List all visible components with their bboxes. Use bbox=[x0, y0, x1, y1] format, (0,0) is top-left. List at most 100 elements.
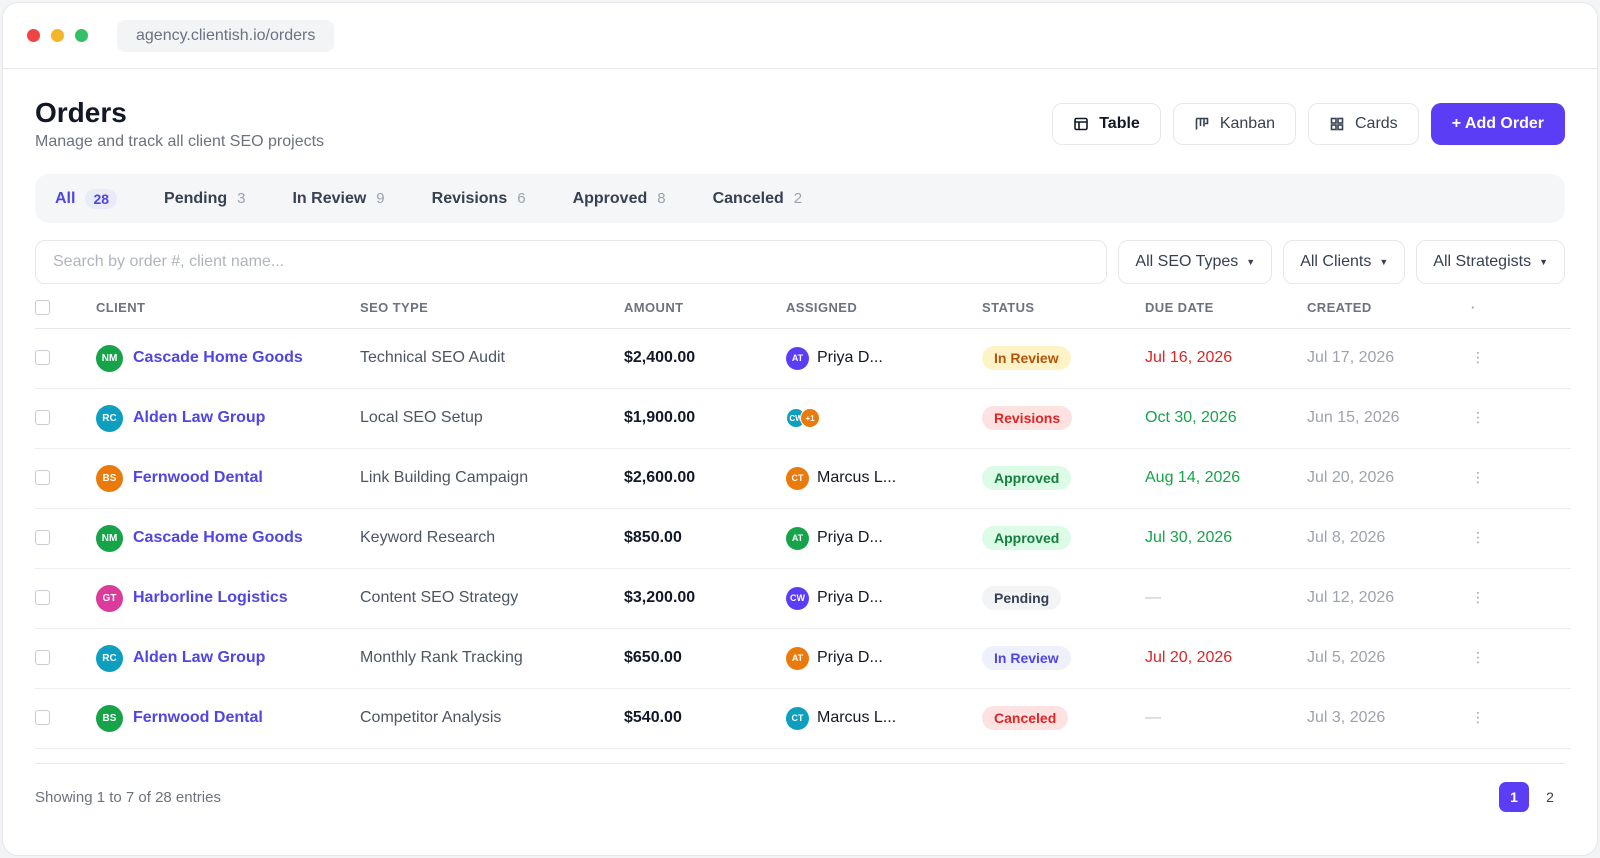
tab-approved[interactable]: Approved 8 bbox=[573, 190, 666, 208]
row-actions-cell: ⋮ bbox=[1471, 448, 1571, 509]
more-vertical-icon[interactable]: ⋮ bbox=[1471, 589, 1485, 605]
client-avatar: RC bbox=[96, 404, 123, 432]
client-link[interactable]: Fernwood Dental bbox=[133, 709, 263, 726]
page-button-1[interactable]: 1 bbox=[1499, 782, 1529, 812]
strategist-filter-label: All Strategists bbox=[1433, 253, 1532, 270]
tab-label: All bbox=[55, 189, 76, 207]
address-bar[interactable]: agency.clientish.io/orders bbox=[117, 19, 335, 52]
status-badge: In Review bbox=[982, 646, 1071, 670]
column-header-status[interactable]: STATUS bbox=[982, 287, 1145, 329]
more-vertical-icon[interactable]: ⋮ bbox=[1471, 649, 1485, 665]
table-row[interactable]: BS Fernwood Dental Competitor Analysis $5… bbox=[35, 688, 1571, 749]
client-link[interactable]: Harborline Logistics bbox=[133, 589, 288, 606]
filter-bar: All SEO Types ▼ All Clients ▼ All Strate… bbox=[35, 240, 1565, 284]
column-header-created[interactable]: CREATED bbox=[1307, 287, 1471, 329]
more-vertical-icon[interactable]: ⋮ bbox=[1471, 709, 1485, 725]
add-order-button[interactable]: + Add Order bbox=[1430, 103, 1565, 145]
due-date-cell: — bbox=[1145, 568, 1307, 629]
client-link[interactable]: Alden Law Group bbox=[133, 409, 266, 426]
table-row[interactable]: BS Fernwood Dental Link Building Campaign… bbox=[35, 448, 1571, 509]
due-date-cell: Jul 20, 2026 bbox=[1145, 628, 1307, 689]
row-checkbox[interactable] bbox=[35, 350, 50, 366]
assigned-cell: CW +1 bbox=[786, 388, 982, 449]
status-badge: Approved bbox=[982, 526, 1072, 550]
minimize-window-dot[interactable] bbox=[51, 29, 64, 42]
seo-type-cell: Technical SEO Audit bbox=[360, 328, 624, 389]
column-header-client[interactable]: CLIENT bbox=[96, 287, 360, 329]
row-checkbox[interactable] bbox=[35, 530, 50, 546]
seo-type-cell: Keyword Research bbox=[360, 508, 624, 569]
search-input[interactable] bbox=[53, 253, 1090, 271]
browser-titlebar: agency.clientish.io/orders bbox=[3, 3, 1597, 69]
amount-cell: $2,400.00 bbox=[624, 328, 786, 389]
seo-type-filter[interactable]: All SEO Types ▼ bbox=[1118, 240, 1273, 284]
caret-down-icon: ▼ bbox=[1539, 257, 1548, 267]
maximize-window-dot[interactable] bbox=[75, 29, 88, 42]
created-cell: Jul 12, 2026 bbox=[1307, 568, 1471, 629]
assignee-avatar-stack[interactable]: CW +1 bbox=[786, 408, 820, 428]
select-all-checkbox[interactable] bbox=[35, 300, 50, 316]
tab-canceled[interactable]: Canceled 2 bbox=[713, 190, 802, 208]
kanban-view-button[interactable]: Kanban bbox=[1172, 103, 1296, 145]
created-cell: Jul 5, 2026 bbox=[1307, 628, 1471, 689]
table-view-button[interactable]: Table bbox=[1052, 103, 1161, 145]
strategist-filter[interactable]: All Strategists ▼ bbox=[1416, 240, 1565, 284]
due-date-cell: Jul 30, 2026 bbox=[1145, 508, 1307, 569]
assignee-name: Priya D... bbox=[817, 649, 883, 666]
grid-icon bbox=[1330, 117, 1344, 131]
client-avatar: GT bbox=[96, 584, 123, 612]
row-checkbox[interactable] bbox=[35, 650, 50, 666]
column-header-assigned[interactable]: ASSIGNED bbox=[786, 287, 982, 329]
row-checkbox[interactable] bbox=[35, 710, 50, 726]
assigned-cell: CW Priya D... bbox=[786, 568, 982, 629]
table-row[interactable]: GT Harborline Logistics Content SEO Strat… bbox=[35, 568, 1571, 629]
assigned-cell: AT Priya D... bbox=[786, 628, 982, 689]
due-date-cell: Aug 14, 2026 bbox=[1145, 448, 1307, 509]
tab-revisions[interactable]: Revisions 6 bbox=[432, 190, 526, 208]
due-date-cell: — bbox=[1145, 688, 1307, 749]
row-checkbox[interactable] bbox=[35, 590, 50, 606]
assignee-name: Priya D... bbox=[817, 349, 883, 366]
assignee-name: Marcus L... bbox=[817, 709, 897, 726]
more-vertical-icon[interactable]: ⋮ bbox=[1471, 409, 1485, 425]
assignee-avatar: CW bbox=[786, 586, 809, 610]
table-row[interactable]: NM Cascade Home Goods Technical SEO Audit… bbox=[35, 328, 1571, 389]
client-cell: BS Fernwood Dental bbox=[96, 688, 360, 749]
created-cell: Jul 8, 2026 bbox=[1307, 508, 1471, 569]
client-cell: NM Cascade Home Goods bbox=[96, 328, 360, 389]
tab-all[interactable]: All 28 bbox=[55, 188, 118, 209]
table-icon bbox=[1074, 117, 1089, 131]
more-vertical-icon[interactable]: ⋮ bbox=[1471, 349, 1485, 365]
page-button-2[interactable]: 2 bbox=[1546, 789, 1554, 805]
client-filter[interactable]: All Clients ▼ bbox=[1283, 240, 1406, 284]
tab-pending[interactable]: Pending 3 bbox=[164, 190, 245, 208]
amount-cell: $3,200.00 bbox=[624, 568, 786, 629]
column-header-amount[interactable]: AMOUNT bbox=[624, 287, 786, 329]
client-link[interactable]: Alden Law Group bbox=[133, 649, 266, 666]
client-link[interactable]: Cascade Home Goods bbox=[133, 529, 303, 546]
cards-view-button[interactable]: Cards bbox=[1308, 103, 1419, 145]
column-header-seo-type[interactable]: SEO TYPE bbox=[360, 287, 624, 329]
column-header-due-date[interactable]: DUE DATE bbox=[1145, 287, 1307, 329]
row-checkbox[interactable] bbox=[35, 410, 50, 426]
amount-cell: $540.00 bbox=[624, 688, 786, 749]
table-row[interactable]: NM Cascade Home Goods Keyword Research $8… bbox=[35, 508, 1571, 569]
more-vertical-icon[interactable]: ⋮ bbox=[1471, 529, 1485, 545]
row-select-cell bbox=[35, 448, 96, 509]
amount-cell: $650.00 bbox=[624, 628, 786, 689]
close-window-dot[interactable] bbox=[27, 29, 40, 42]
status-badge: Pending bbox=[982, 586, 1062, 610]
more-vertical-icon[interactable]: ⋮ bbox=[1471, 469, 1485, 485]
table-row[interactable]: RC Alden Law Group Monthly Rank Tracking … bbox=[35, 628, 1571, 689]
seo-type-cell: Monthly Rank Tracking bbox=[360, 628, 624, 689]
assignee-avatar: +1 bbox=[800, 408, 820, 428]
tab-in-review[interactable]: In Review 9 bbox=[292, 190, 384, 208]
table-row[interactable]: RC Alden Law Group Local SEO Setup $1,900… bbox=[35, 388, 1571, 449]
client-link[interactable]: Cascade Home Goods bbox=[133, 349, 303, 366]
amount-cell: $2,600.00 bbox=[624, 448, 786, 509]
client-link[interactable]: Fernwood Dental bbox=[133, 469, 263, 486]
row-actions-cell: ⋮ bbox=[1471, 388, 1571, 449]
row-checkbox[interactable] bbox=[35, 470, 50, 486]
created-cell: Jul 17, 2026 bbox=[1307, 328, 1471, 389]
